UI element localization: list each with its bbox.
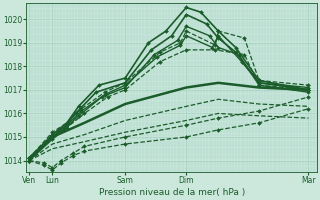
X-axis label: Pression niveau de la mer( hPa ): Pression niveau de la mer( hPa ) [99, 188, 245, 197]
